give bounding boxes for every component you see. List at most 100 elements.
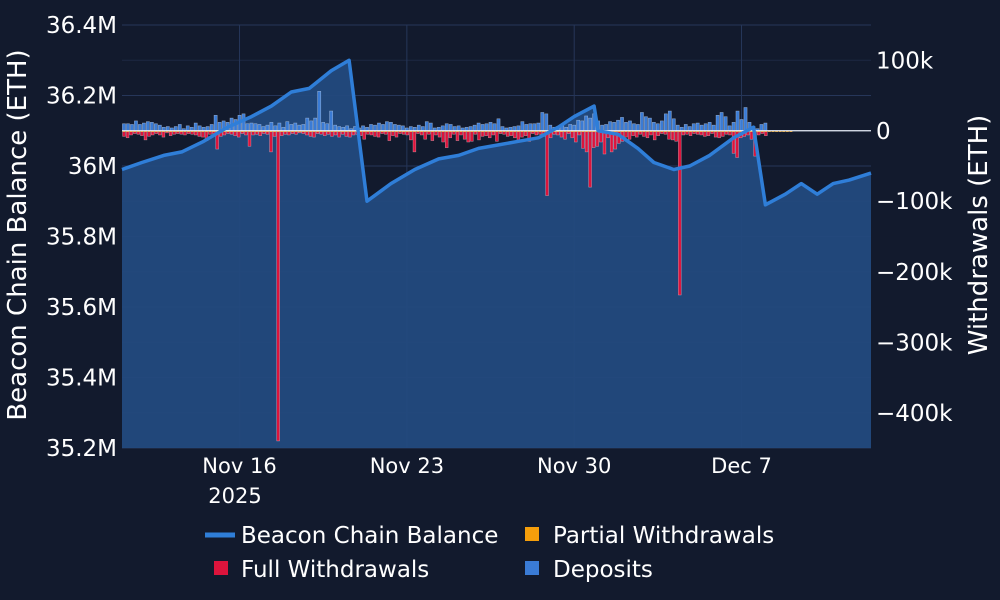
- partial-withdrawal-bar: [481, 130, 484, 132]
- right-tick-label: −300k: [876, 330, 953, 356]
- deposit-bar: [683, 124, 688, 132]
- deposit-bar: [588, 117, 592, 131]
- partial-withdrawal-bar: [588, 130, 592, 132]
- balance-line-series: [121, 58, 872, 207]
- full-withdrawal-bar: [441, 130, 445, 143]
- deposit-bar: [428, 122, 433, 131]
- deposit-bar: [448, 124, 453, 132]
- partial-withdrawal-bar: [732, 130, 735, 132]
- deposit-bar: [648, 117, 652, 131]
- partial-withdrawal-bar: [560, 130, 563, 132]
- deposit-bar: [269, 122, 274, 132]
- partial-withdrawal-bar: [230, 130, 233, 132]
- partial-withdrawal-bar: [473, 130, 477, 132]
- partial-withdrawal-bar: [377, 130, 381, 132]
- partial-withdrawal-bar: [427, 130, 431, 132]
- partial-withdrawal-bar: [592, 130, 596, 132]
- partial-withdrawal-bar: [262, 130, 266, 132]
- deposit-bar: [636, 124, 640, 132]
- partial-withdrawal-bar: [527, 130, 531, 132]
- partial-withdrawal-bar: [466, 130, 470, 132]
- partial-withdrawal-bar: [538, 130, 542, 132]
- partial-withdrawal-bar: [323, 130, 327, 132]
- deposit-bar: [197, 125, 202, 131]
- partial-withdrawal-bar: [208, 130, 212, 132]
- deposit-bar: [707, 122, 712, 132]
- left-tick-label: 36.4M: [46, 13, 117, 39]
- x-axis-ticks: Nov 16 Nov 23 Nov 30 Dec 7: [202, 454, 772, 478]
- deposit-bar: [476, 122, 481, 131]
- left-tick-label: 35.6M: [46, 295, 117, 321]
- legend-label-deposits: Deposits: [553, 557, 653, 583]
- full-withdrawal-bar: [516, 130, 521, 141]
- partial-withdrawal-bar: [151, 130, 155, 132]
- partial-withdrawal-bar: [420, 130, 424, 132]
- deposit-bar: [273, 125, 278, 131]
- deposit-bar: [492, 123, 497, 131]
- partial-withdrawal-bar: [341, 130, 345, 132]
- partial-withdrawal-bar: [352, 130, 355, 132]
- partial-withdrawal-bar: [251, 130, 255, 132]
- deposit-bar: [536, 122, 541, 131]
- deposit-bar: [301, 124, 306, 132]
- partial-withdrawal-bar: [140, 130, 144, 132]
- partial-withdrawal-bar: [384, 130, 388, 132]
- partial-withdrawal-bar: [409, 130, 413, 132]
- partial-withdrawal-bar: [309, 130, 312, 132]
- deposit-bar: [540, 112, 545, 131]
- partial-withdrawal-bar: [689, 130, 692, 132]
- partial-withdrawal-bar: [663, 130, 667, 132]
- legend-item-partial[interactable]: Partial Withdrawals: [525, 523, 774, 549]
- full-withdrawal-bar: [477, 130, 481, 141]
- partial-withdrawal-bar: [617, 130, 621, 132]
- deposit-bar: [624, 122, 628, 132]
- legend-square-icon-deposits: [525, 561, 539, 575]
- partial-withdrawal-bar: [179, 130, 183, 132]
- full-withdrawal-bar: [276, 130, 280, 442]
- legend-square-icon-partial: [525, 527, 539, 541]
- deposit-bar: [185, 125, 190, 131]
- partial-withdrawal-bar: [222, 130, 226, 132]
- deposit-bar: [213, 114, 218, 131]
- partial-withdrawal-bar: [144, 130, 147, 132]
- full-withdrawal-bar: [269, 130, 273, 153]
- x-axis-year-label: 2025: [208, 484, 261, 508]
- partial-withdrawal-bar: [391, 130, 395, 132]
- partial-withdrawal-bar: [624, 130, 628, 132]
- deposit-bar: [289, 124, 294, 132]
- full-withdrawal-bar: [143, 130, 148, 141]
- partial-withdrawal-bar: [183, 130, 187, 132]
- partial-withdrawal-bar: [638, 130, 642, 132]
- partial-withdrawal-bar: [162, 130, 165, 132]
- legend-item-deposits[interactable]: Deposits: [525, 557, 653, 583]
- legend-item-balance[interactable]: Beacon Chain Balance: [205, 523, 498, 549]
- legend-item-full[interactable]: Full Withdrawals: [214, 557, 429, 583]
- flow-bars: [122, 91, 871, 442]
- partial-withdrawal-bar: [133, 130, 137, 132]
- deposit-bar: [146, 121, 150, 131]
- deposit-bar: [253, 123, 258, 131]
- deposit-bar: [763, 122, 768, 131]
- partial-withdrawal-bar: [398, 130, 402, 132]
- full-withdrawal-bar: [674, 130, 678, 142]
- deposit-bar: [305, 117, 310, 131]
- partial-withdrawal-bar: [524, 130, 528, 132]
- deposit-bar: [568, 124, 573, 132]
- deposit-bar: [277, 122, 282, 131]
- partial-withdrawal-bar: [692, 130, 696, 132]
- deposit-bar: [524, 124, 529, 132]
- deposit-bar: [165, 126, 170, 131]
- deposit-bar: [177, 124, 182, 132]
- partial-withdrawal-bar: [402, 130, 406, 132]
- full-withdrawal-bar: [627, 130, 632, 140]
- partial-withdrawal-bar: [122, 130, 126, 132]
- deposit-bar: [293, 122, 298, 131]
- partial-withdrawal-bar: [330, 130, 334, 132]
- partial-withdrawal-bar: [294, 130, 298, 132]
- partial-withdrawal-bar: [445, 130, 449, 132]
- partial-withdrawal-bar: [147, 130, 151, 132]
- full-withdrawal-bar: [678, 130, 682, 296]
- partial-withdrawal-bar: [226, 130, 230, 132]
- partial-withdrawal-bar: [581, 130, 585, 132]
- deposit-bar: [150, 122, 154, 132]
